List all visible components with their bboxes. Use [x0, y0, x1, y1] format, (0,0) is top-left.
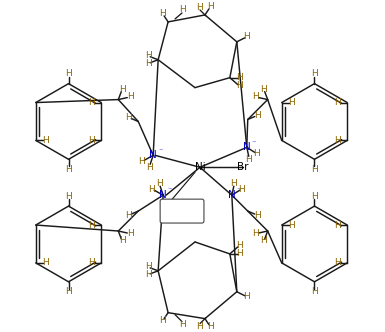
Text: N: N	[149, 150, 157, 160]
Text: H: H	[243, 32, 250, 42]
Text: H: H	[260, 85, 267, 94]
Text: H: H	[334, 220, 341, 229]
Text: H: H	[145, 59, 152, 68]
Text: H: H	[260, 236, 267, 245]
Text: Ni: Ni	[194, 162, 205, 172]
Text: H: H	[245, 155, 252, 164]
Text: ⁻: ⁻	[251, 138, 256, 147]
Text: H: H	[145, 262, 152, 271]
Text: H: H	[254, 111, 261, 120]
Text: ⁻: ⁻	[158, 146, 162, 155]
Text: H: H	[236, 73, 243, 82]
Text: H: H	[236, 241, 243, 250]
Text: N: N	[159, 190, 167, 200]
Text: H: H	[311, 192, 318, 201]
Text: H: H	[65, 69, 72, 78]
Text: Abs: Abs	[174, 207, 190, 215]
Text: H: H	[231, 179, 237, 188]
Text: H: H	[159, 9, 166, 19]
Text: H: H	[145, 270, 152, 279]
Text: H: H	[334, 258, 341, 267]
Text: ⁻: ⁻	[168, 186, 172, 195]
Text: Br: Br	[237, 162, 249, 172]
Text: H: H	[254, 210, 261, 219]
Text: H: H	[179, 5, 186, 15]
Text: H: H	[148, 185, 154, 194]
Text: H: H	[288, 98, 295, 107]
Text: H: H	[88, 258, 95, 267]
Text: H: H	[88, 220, 95, 229]
Text: H: H	[197, 322, 203, 331]
Text: H: H	[127, 92, 134, 101]
Text: H: H	[208, 322, 214, 331]
Text: H: H	[146, 163, 152, 172]
Text: H: H	[88, 98, 95, 107]
Text: H: H	[311, 69, 318, 78]
Text: H: H	[156, 179, 162, 188]
Text: H: H	[311, 165, 318, 174]
Text: H: H	[125, 210, 132, 219]
Text: H: H	[252, 92, 259, 101]
Text: H: H	[65, 165, 72, 174]
Text: H: H	[119, 236, 126, 245]
Text: H: H	[334, 98, 341, 107]
Text: H: H	[179, 320, 186, 329]
Text: H: H	[252, 229, 259, 238]
Text: H: H	[42, 136, 49, 145]
Text: H: H	[288, 220, 295, 229]
Text: H: H	[159, 316, 166, 325]
Text: H: H	[208, 2, 214, 12]
Text: H: H	[334, 136, 341, 145]
Text: H: H	[311, 287, 318, 296]
Text: ⁻: ⁻	[237, 186, 241, 195]
Text: N: N	[243, 142, 251, 152]
Text: H: H	[243, 292, 250, 301]
Text: H: H	[236, 81, 243, 90]
FancyBboxPatch shape	[160, 199, 204, 223]
Text: H: H	[119, 85, 126, 94]
Text: H: H	[253, 149, 260, 158]
Text: H: H	[145, 51, 152, 60]
Text: H: H	[65, 287, 72, 296]
Text: N: N	[228, 190, 236, 200]
Text: H: H	[125, 113, 132, 122]
Text: H: H	[238, 185, 245, 194]
Text: H: H	[197, 3, 203, 13]
Text: H: H	[42, 258, 49, 267]
Text: H: H	[88, 136, 95, 145]
Text: H: H	[138, 157, 145, 166]
Text: H: H	[65, 192, 72, 201]
Text: H: H	[236, 249, 243, 258]
Text: H: H	[127, 229, 134, 238]
